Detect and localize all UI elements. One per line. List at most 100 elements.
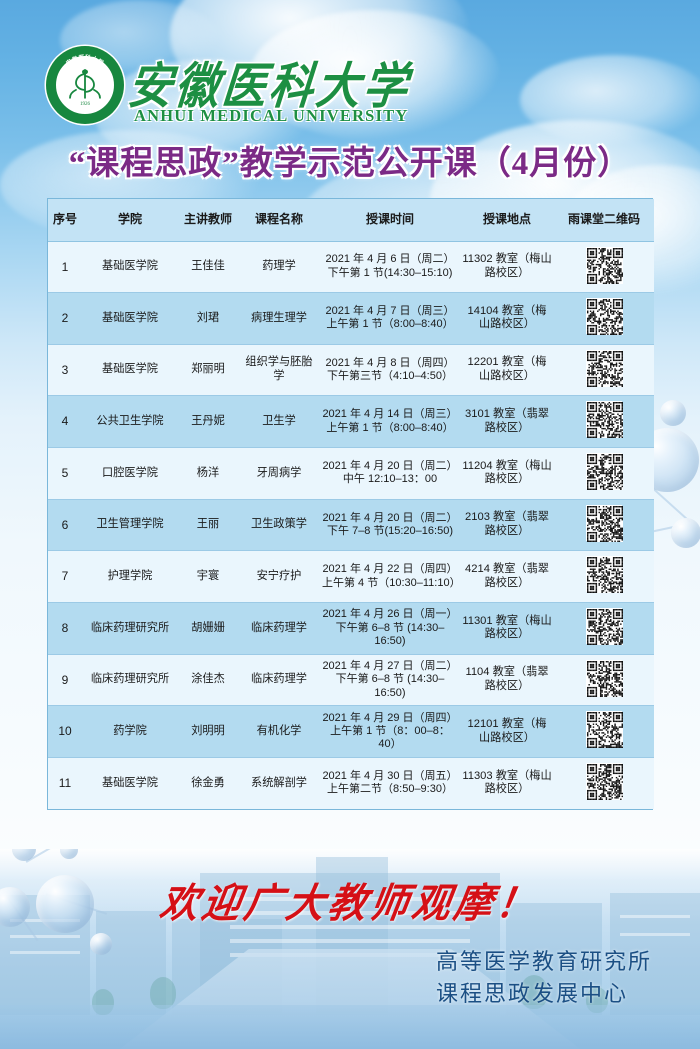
row-time: 2021 年 4 月 8 日（周四）下午第三节（4:10–4:50） [325,356,455,383]
qr-code-7[interactable] [586,556,623,594]
row-place: 11301 教室（梅山路校区） [462,614,552,641]
qr-code-10[interactable] [586,711,623,749]
row-no: 4 [61,414,69,429]
col-header-teacher: 主讲教师 [178,199,238,242]
row-qrcode-cell[interactable] [554,758,654,809]
row-course: 卫生政策学 [251,518,307,531]
row-place: 12201 教室（梅山路校区） [467,356,547,383]
qr-code-6[interactable] [586,504,623,542]
row-teacher: 宇寰 [196,569,220,582]
bubble-shape [671,518,700,548]
row-time: 2021 年 4 月 7 日（周三）上午第 1 节（8:00–8:40） [325,305,455,331]
row-qrcode-cell[interactable] [554,654,654,706]
row-no: 10 [58,724,72,739]
row-course: 有机化学 [256,724,302,737]
row-place: 4214 教室（翡翠路校区） [465,563,549,589]
row-time: 2021 年 4 月 6 日（周二）下午第 1 节(14:30–15:10) [325,253,455,279]
col-header-no: 序号 [48,199,82,242]
row-college: 临床药理研究所 [90,673,170,686]
row-college: 临床药理研究所 [90,621,170,634]
welcome-slogan: 欢迎广大教师观摩！ [156,882,542,927]
svg-text:1926: 1926 [80,102,91,107]
row-college: 公共卫生学院 [96,414,164,427]
row-qrcode-cell[interactable] [554,551,654,603]
table-row: 4 公共卫生学院 王丹妮 卫生学 2021 年 4 月 14 日（周三）上午第 1 节（… [48,395,654,448]
table-row: 2 基础医学院 刘珺 病理生理学 2021 年 4 月 7 日（周三）上午第 1 节（8… [48,292,654,345]
row-place: 3101 教室（翡翠路校区） [465,408,549,434]
table-row: 8 临床药理研究所 胡姗姗 临床药理学 2021 年 4 月 26 日（周一）下午第 6… [48,602,654,655]
row-time: 2021 年 4 月 20 日（周二）下午 7–8 节(15:20–16:50) [322,511,458,538]
row-place: 11302 教室（梅山路校区） [462,253,552,279]
row-time: 2021 年 4 月 22 日（周四）上午第 4 节（10:30–11:10） [322,563,461,589]
row-qrcode-cell[interactable] [554,241,654,293]
row-no: 6 [61,517,69,532]
qr-code-5[interactable] [586,453,623,491]
col-header-qrcode: 雨课堂二维码 [554,199,654,242]
row-time: 2021 年 4 月 27 日（周二）下午第 6–8 节 (14:30–16:5… [322,659,458,699]
qr-code-3[interactable] [586,349,623,387]
row-teacher: 郑丽明 [191,363,225,376]
qr-code-4[interactable] [586,401,623,439]
footer-organization: 高等医学教育研究所 课程思政发展中心 [436,946,652,1010]
row-time: 2021 年 4 月 20 日（周二）中午 12:10–13：00 [322,460,458,486]
row-qrcode-cell[interactable] [554,448,654,500]
row-college: 基础医学院 [102,776,158,789]
row-place: 2103 教室（翡翠路校区） [465,511,549,538]
row-course: 临床药理学 [251,673,307,686]
table-row: 3 基础医学院 郑丽明 组织学与胚胎学 2021 年 4 月 8 日（周四）下午第三节（… [48,344,654,396]
table-row: 7 护理学院 宇寰 安宁疗护 2021 年 4 月 22 日（周四）上午第 4 节（10… [48,550,654,603]
row-qrcode-cell[interactable] [554,499,654,551]
row-course: 卫生学 [262,414,296,427]
row-no: 5 [61,466,69,481]
table-row: 11 基础医学院 徐金勇 系统解剖学 2021 年 4 月 30 日（周五）上午第二节（… [48,757,654,809]
qr-code-2[interactable] [586,298,623,336]
qr-code-1[interactable] [586,246,623,284]
row-teacher: 王丽 [196,518,220,531]
row-qrcode-cell[interactable] [554,293,654,345]
row-no: 3 [61,362,69,377]
qr-code-9[interactable] [586,659,623,697]
row-teacher: 胡姗姗 [191,621,225,634]
qr-code-8[interactable] [586,608,623,646]
table-body: 1 基础医学院 王佳佳 药理学 2021 年 4 月 6 日（周二）下午第 1 节(14… [48,241,654,809]
logo-arc-text: 安徽医科大学 ANHUI MEDICAL UNIVERSITY [46,46,114,115]
col-header-place: 授课地点 [460,199,554,242]
footer-line-1: 高等医学教育研究所 [435,949,652,974]
table-row: 10 药学院 刘明明 有机化学 2021 年 4 月 29 日（周四）上午第 1 节（8… [48,705,654,758]
row-teacher: 王佳佳 [191,260,225,272]
row-teacher: 刘珺 [196,311,220,324]
table-row: 1 基础医学院 王佳佳 药理学 2021 年 4 月 6 日（周二）下午第 1 节(14… [48,241,654,293]
university-logo: 安徽医科大学 ANHUI MEDICAL UNIVERSITY 1926 [46,46,124,124]
row-qrcode-cell[interactable] [554,344,654,396]
row-no: 11 [58,776,72,791]
row-place: 11204 教室（梅山路校区） [462,459,552,486]
row-time: 2021 年 4 月 14 日（周三）上午第 1 节（8:00–8:40） [322,408,458,434]
poster-title: “课程思政”教学示范公开课（4月份） [68,146,632,182]
table-row: 9 临床药理研究所 涂佳杰 临床药理学 2021 年 4 月 27 日（周二）下午第 6… [48,654,654,706]
row-time: 2021 年 4 月 30 日（周五）上午第二节（8:50–9:30） [322,769,458,796]
schedule-table: 序号 学院 主讲教师 课程名称 授课时间 授课地点 雨课堂二维码 1 基础医学院王… [48,199,654,809]
bubble-shape [660,400,686,426]
row-no: 8 [61,621,69,636]
table-header-row: 序号 学院 主讲教师 课程名称 授课时间 授课地点 雨课堂二维码 [48,199,654,242]
row-time: 2021 年 4 月 26 日（周一）下午第 6–8 节 (14:30–16:5… [322,608,458,648]
col-header-college: 学院 [82,199,178,242]
row-course: 病理生理学 [251,311,307,324]
row-teacher: 王丹妮 [191,414,225,427]
row-qrcode-cell[interactable] [554,396,654,448]
table-row: 6 卫生管理学院 王丽 卫生政策学 2021 年 4 月 20 日（周二）下午 7–8 … [48,499,654,551]
row-college: 药学院 [113,724,147,737]
row-place: 14104 教室（梅山路校区） [467,304,547,331]
schedule-table-container: 序号 学院 主讲教师 课程名称 授课时间 授课地点 雨课堂二维码 1 基础医学院王… [47,198,654,810]
row-teacher: 刘明明 [191,724,225,737]
row-teacher: 徐金勇 [191,776,225,789]
row-place: 11303 教室（梅山路校区） [462,769,552,796]
qr-code-11[interactable] [586,763,623,801]
col-header-course: 课程名称 [238,199,320,242]
row-qrcode-cell[interactable] [554,706,654,758]
row-no: 7 [61,569,69,584]
row-course: 组织学与胚胎学 [245,356,313,383]
row-qrcode-cell[interactable] [554,603,654,655]
col-header-time: 授课时间 [320,199,460,242]
